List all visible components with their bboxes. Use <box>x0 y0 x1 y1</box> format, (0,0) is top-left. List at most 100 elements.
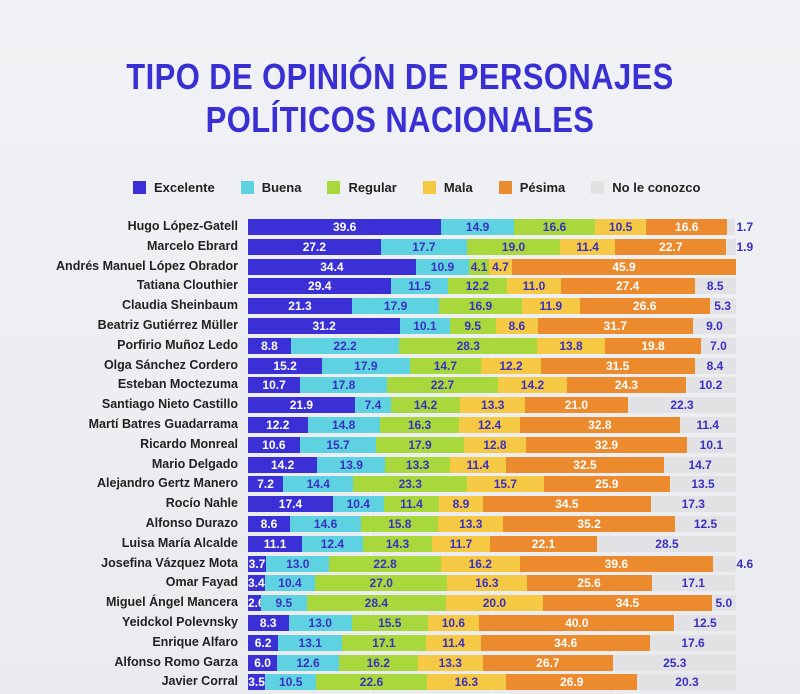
data-label: 11.4 <box>466 457 490 472</box>
bar-segment-p-sima <box>543 595 712 612</box>
data-label: 28.5 <box>655 536 679 551</box>
bar-segment-regular <box>469 258 490 275</box>
data-label: 12.5 <box>693 517 718 531</box>
data-label: 31.5 <box>605 358 630 373</box>
data-label: 15.7 <box>326 437 350 452</box>
bar-segment-excelente <box>248 615 289 631</box>
bar-segment-mala <box>521 298 580 315</box>
bar-segment-p-sima <box>506 674 638 691</box>
bar-segment-excelente <box>248 575 265 592</box>
bar-segment-no-le-conozco <box>650 634 736 651</box>
bar-segment-p-sima <box>615 238 727 255</box>
bar-segment-excelente <box>248 456 318 473</box>
data-label: 10.2 <box>698 378 723 393</box>
data-label: 21.3 <box>288 299 312 314</box>
bar-segment-excelente <box>248 219 442 235</box>
bar-segment-no-le-conozco <box>686 436 736 453</box>
legend-item: Regular <box>327 180 397 195</box>
legend-item: Excelente <box>133 180 215 195</box>
bar-segment-p-sima <box>526 436 687 453</box>
bar-segment-regular <box>383 496 440 513</box>
data-label: 22.1 <box>531 536 556 551</box>
data-label: 26.6 <box>633 299 657 314</box>
data-label: 17.7 <box>412 239 436 254</box>
data-label: 7.4 <box>364 398 382 413</box>
data-label: 8.9 <box>452 497 470 512</box>
bar-segment-no-le-conozco <box>651 496 736 513</box>
data-label: 10.4 <box>346 497 370 512</box>
category-label: Ricardo Monreal <box>140 436 238 451</box>
data-label: 12.5 <box>693 616 717 630</box>
data-label: 39.6 <box>332 220 357 234</box>
bar-segment-mala <box>481 357 541 374</box>
data-label: 25.6 <box>577 576 601 591</box>
data-label: 12.2 <box>465 279 490 294</box>
legend-label: Excelente <box>154 180 215 195</box>
data-label: 13.8 <box>559 338 583 353</box>
bar-segment-p-sima <box>540 357 695 374</box>
data-label: 21.9 <box>289 398 314 413</box>
category-label: Andrés Manuel López Obrador <box>56 258 238 273</box>
data-label: 9.5 <box>464 319 482 333</box>
bar-segment-p-sima <box>579 298 710 315</box>
bar-segment-regular <box>439 298 522 315</box>
category-label: Josefina Vázquez Mota <box>101 555 238 570</box>
data-label: 14.2 <box>270 457 295 472</box>
data-label: 40.0 <box>565 616 589 630</box>
data-label: 34.5 <box>555 497 579 512</box>
bar-segment-buena <box>277 654 339 671</box>
data-label: 31.2 <box>312 319 336 333</box>
data-label: 10.7 <box>262 378 286 393</box>
bar-segment-p-sima <box>481 634 651 651</box>
data-label: 11.7 <box>449 536 473 551</box>
data-label: 25.9 <box>595 477 619 492</box>
bar-segment-buena <box>300 377 388 394</box>
bar-segment-buena <box>322 357 410 374</box>
data-label: 20.3 <box>675 675 699 690</box>
bar-segment-no-le-conozco <box>711 595 736 612</box>
data-label: 32.8 <box>588 418 612 432</box>
data-label: 15.2 <box>273 358 297 373</box>
bar-segment-buena <box>260 595 308 612</box>
bar-segment-mala <box>467 476 544 493</box>
legend: Excelente Buena Regular Mala Pésima No le con… <box>133 180 726 195</box>
data-label: 8.6 <box>508 319 526 333</box>
data-label: 27.0 <box>369 576 393 591</box>
data-label: 14.9 <box>465 220 490 234</box>
data-label: 11.4 <box>576 239 599 254</box>
category-label: Mario Delgado <box>151 456 238 471</box>
bar-segment-mala <box>559 238 616 255</box>
bar-segment-regular <box>467 238 560 255</box>
bar-segment-excelente <box>248 535 303 552</box>
bar-segment-p-sima <box>479 615 675 631</box>
data-label: 13.3 <box>438 655 462 670</box>
data-label: 12.4 <box>320 536 345 551</box>
data-label: 17.9 <box>383 299 408 314</box>
bar-segment-mala <box>440 555 520 572</box>
gridline <box>492 212 493 694</box>
bar-segment-p-sima <box>526 575 652 592</box>
bar-segment-mala <box>450 456 506 473</box>
data-label: 12.4 <box>477 418 502 432</box>
bar-segment-regular <box>362 535 433 552</box>
category-label: Miguel Ángel Mancera <box>106 595 238 610</box>
data-label: 16.3 <box>407 418 432 432</box>
bar-segment-excelente <box>248 357 323 374</box>
data-label: 12.2 <box>499 358 523 373</box>
data-label: 9.5 <box>275 596 293 611</box>
category-label: Marcelo Ebrard <box>146 238 238 253</box>
data-label: 16.6 <box>542 220 567 234</box>
data-label: 31.7 <box>603 319 627 333</box>
legend-label: Buena <box>261 180 302 195</box>
data-label: 22.7 <box>430 378 455 393</box>
bar-segment-excelente <box>248 318 401 334</box>
data-label: 6.2 <box>254 635 272 650</box>
category-label: Olga Sánchez Cordero <box>103 357 238 372</box>
bar-segment-excelente <box>248 654 278 671</box>
data-label: 13.3 <box>405 457 430 472</box>
bar-segment-p-sima <box>525 397 628 414</box>
category-label: Omar Fayad <box>165 575 238 590</box>
category-label: Santiago Nieto Castillo <box>101 397 238 412</box>
bar-segment-excelente <box>248 476 284 493</box>
data-label: 27.4 <box>615 279 640 294</box>
